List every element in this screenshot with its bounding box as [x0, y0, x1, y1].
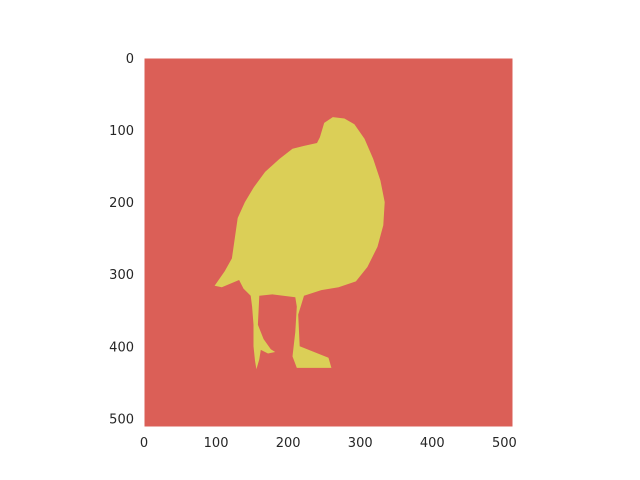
y-tick-label: 0 [126, 52, 134, 67]
y-tick-label: 500 [109, 412, 134, 427]
x-tick-label: 100 [204, 436, 229, 451]
x-tick-label: 0 [140, 436, 148, 451]
x-tick-label: 300 [348, 436, 373, 451]
y-axis: 0 100 200 300 400 500 [109, 52, 134, 427]
x-axis: 0 100 200 300 400 500 [140, 436, 517, 451]
plot-frame [143, 57, 514, 428]
x-tick-label: 400 [420, 436, 445, 451]
plot-area [143, 57, 514, 428]
y-tick-label: 200 [109, 196, 134, 211]
x-tick-label: 500 [492, 436, 517, 451]
foreground-mask [214, 117, 385, 370]
x-tick-label: 200 [276, 436, 301, 451]
y-tick-label: 400 [109, 340, 134, 355]
y-tick-label: 100 [109, 124, 134, 139]
y-tick-label: 300 [109, 268, 134, 283]
